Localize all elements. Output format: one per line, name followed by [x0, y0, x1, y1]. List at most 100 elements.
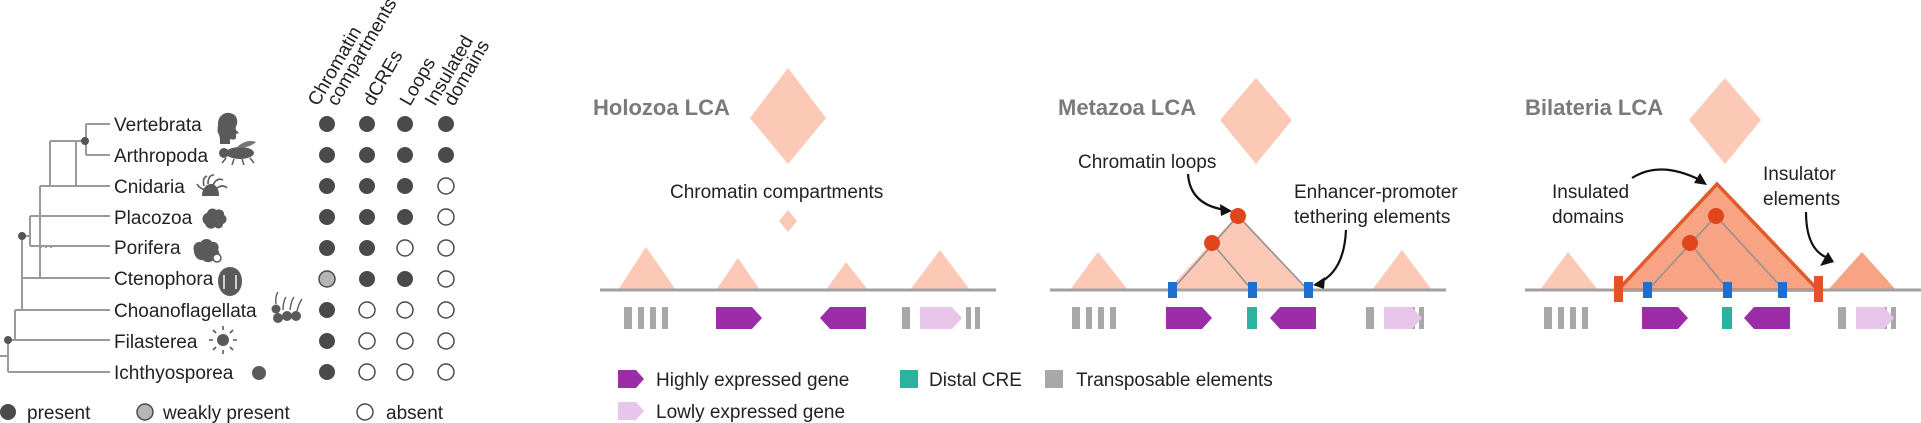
- trait-dot-present: [319, 178, 335, 194]
- tree-branches: [0, 123, 110, 373]
- taxon-label: Ichthyosporea: [114, 363, 234, 384]
- taxon-label: Choanoflagellata: [114, 301, 257, 322]
- trait-dot-absent: [358, 332, 376, 350]
- phylogeny-panel: Vertebrata Arthropoda Cnidaria Placozoa …: [0, 0, 494, 423]
- loops-label: Chromatin loops: [1078, 152, 1216, 173]
- insulator-label: Insulator: [1763, 164, 1837, 185]
- loop-domain: [1168, 214, 1308, 290]
- loop-anchor-dot: [1682, 235, 1698, 251]
- distal-cre: [1722, 307, 1732, 329]
- legend-te-label: Transposable elements: [1076, 370, 1273, 391]
- highly-expressed-gene: [1744, 307, 1790, 329]
- choanoflagellate-colony-icon: [271, 291, 303, 323]
- compartment-triangle: [826, 262, 868, 290]
- insulator-element: [1814, 276, 1823, 302]
- legend-present-dot: [0, 404, 16, 420]
- highly-expressed-gene: [1270, 307, 1316, 329]
- tethering-element: [1778, 282, 1787, 298]
- filasterean-icon: [209, 326, 237, 354]
- trait-dot-weak: [318, 270, 336, 288]
- trait-dot-absent: [437, 177, 455, 195]
- placozoan-icon: [202, 208, 227, 229]
- legend-low-gene-label: Lowly expressed gene: [656, 402, 845, 423]
- trait-dot-present: [319, 364, 335, 380]
- legend-absent-label: absent: [386, 403, 444, 423]
- trait-dot-present: [359, 116, 375, 132]
- phylogenetic-tree: [0, 123, 110, 373]
- trait-dot-present: [319, 116, 335, 132]
- taxon-label: Cnidaria: [114, 177, 185, 198]
- loop-anchor-dot: [1204, 235, 1220, 251]
- small-diamond: [779, 210, 797, 232]
- trait-dot-present: [319, 240, 335, 256]
- compartments-label: Chromatin compartments: [670, 182, 883, 203]
- trait-dot-absent: [437, 208, 455, 226]
- loop-anchor-dot: [1230, 208, 1246, 224]
- compartment-triangle: [910, 250, 970, 290]
- legend-cre-label: Distal CRE: [929, 370, 1022, 391]
- trait-dot-absent: [437, 239, 455, 257]
- highly-expressed-gene: [1642, 307, 1688, 329]
- taxon-label: Arthropoda: [114, 146, 208, 167]
- taxon-label: Vertebrata: [114, 115, 202, 136]
- trait-dot-present: [397, 209, 413, 225]
- trait-dot-present: [438, 147, 454, 163]
- tethering-element: [1168, 282, 1177, 298]
- ctenophore-icon: [218, 267, 242, 296]
- trait-dot-absent: [358, 363, 376, 381]
- trait-dot-present: [359, 178, 375, 194]
- trait-dot-absent: [437, 270, 455, 288]
- loop-anchor-dot: [1708, 208, 1724, 224]
- insulator-arrow: [1804, 211, 1829, 260]
- highly-expressed-gene: [1166, 307, 1212, 329]
- trait-dot-absent: [396, 332, 414, 350]
- domains-label: domains: [1552, 207, 1624, 228]
- trait-dot-present: [319, 147, 335, 163]
- tether-arrow: [1317, 229, 1348, 285]
- legend-present-label: present: [27, 403, 91, 423]
- trait-dot-present: [438, 116, 454, 132]
- panel-title: Bilateria LCA: [1525, 95, 1663, 120]
- trait-dot-present: [359, 240, 375, 256]
- loop-lines: [1171, 215, 1309, 291]
- trait-dot-matrix: [318, 116, 455, 381]
- insulator-label: elements: [1763, 189, 1840, 210]
- trait-dot-present: [319, 333, 335, 349]
- legend-cre-swatch: [900, 370, 918, 388]
- taxon-label: Filasterea: [114, 332, 198, 353]
- trait-dot-present: [397, 178, 413, 194]
- compartment-triangle: [618, 247, 676, 290]
- legend-weak-dot: [136, 403, 154, 421]
- tethering-element: [1304, 282, 1313, 298]
- legend-low-gene-swatch: [618, 402, 644, 420]
- legend-high-gene-swatch: [618, 370, 644, 388]
- trait-dot-present: [319, 209, 335, 225]
- contact-map-diamond: [1220, 78, 1292, 164]
- insulator-element: [1614, 276, 1623, 302]
- lowly-expressed-gene: [1856, 307, 1894, 329]
- ichthyosporean-icon: [252, 366, 266, 380]
- domains-label: Insulated: [1552, 182, 1629, 203]
- trait-dot-absent: [396, 363, 414, 381]
- trait-dot-present: [397, 116, 413, 132]
- tethering-element: [1643, 282, 1652, 298]
- taxon-label: Porifera: [114, 238, 181, 259]
- trait-dot-present: [359, 147, 375, 163]
- contact-map-diamond: [1689, 78, 1761, 164]
- taxon-label: Ctenophora: [114, 269, 214, 290]
- trait-dot-absent: [396, 239, 414, 257]
- element-legend: Highly expressed gene Distal CRE Transpo…: [618, 370, 1273, 423]
- holozoa-panel: Holozoa LCA Chromatin compartments: [593, 68, 996, 329]
- trait-column-headers: Chromatin compartments dCREs Loops Insul…: [304, 0, 494, 110]
- taxa-labels: Vertebrata Arthropoda Cnidaria Placozoa …: [114, 115, 257, 384]
- legend-absent-dot: [356, 403, 374, 421]
- trait-dot-present: [397, 147, 413, 163]
- insulator-arrowhead: [1820, 252, 1834, 266]
- trait-dot-absent: [437, 332, 455, 350]
- panel-title: Holozoa LCA: [593, 95, 730, 120]
- tree-upper-clade: [75, 124, 87, 186]
- compartment-triangle: [1540, 252, 1598, 290]
- metazoa-panel: Metazoa LCA Chromatin loops Enhancer-pro…: [1050, 78, 1458, 329]
- transposable-elements: [1544, 307, 1896, 329]
